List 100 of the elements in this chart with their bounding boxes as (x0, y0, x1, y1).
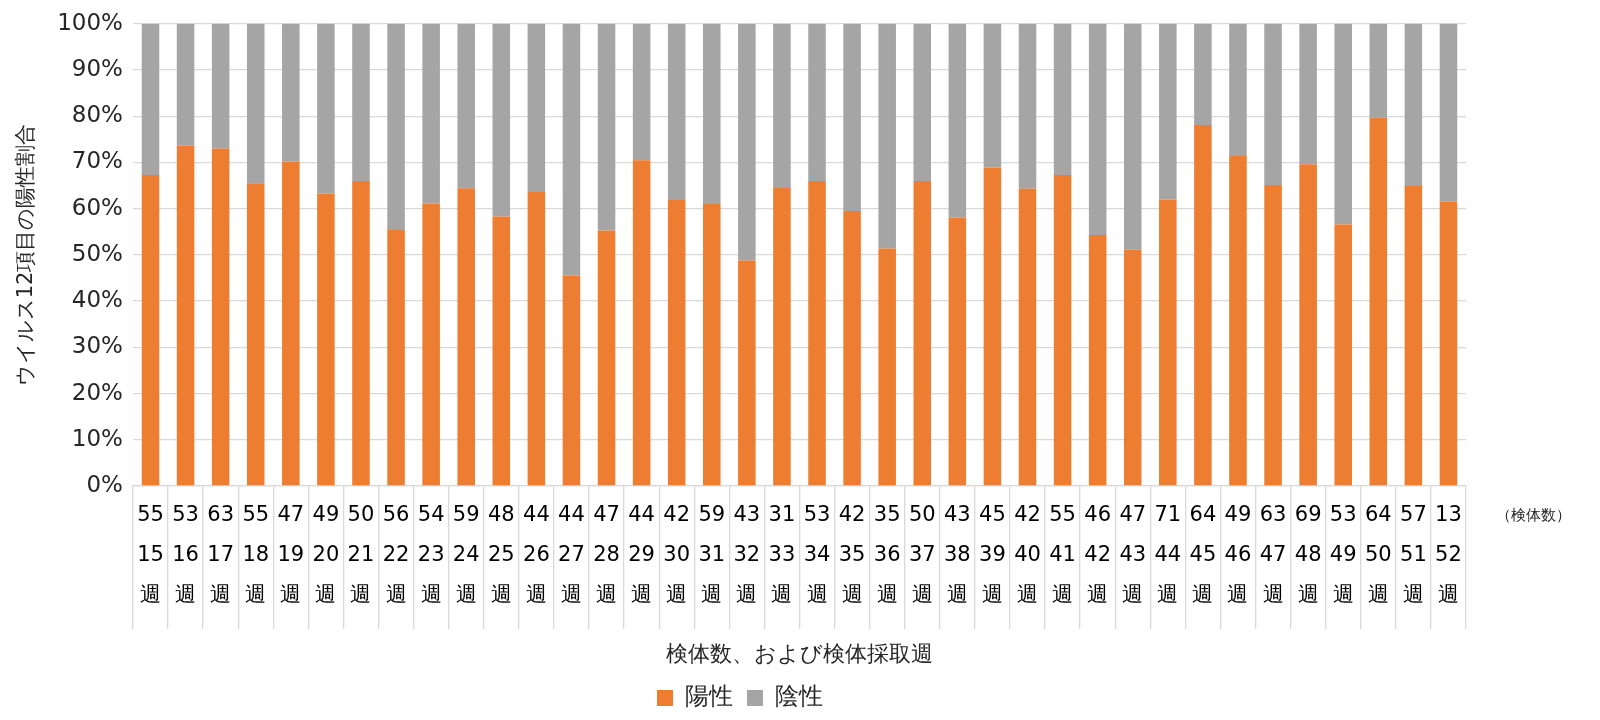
x-tick-label: 55 18 週 (242, 502, 270, 607)
y-tick-label: 70% (71, 147, 123, 174)
bar (387, 23, 405, 230)
bar (808, 23, 826, 181)
bar (492, 23, 511, 217)
bar (1053, 174, 1072, 486)
bar (141, 23, 160, 175)
x-tick-label: 44 29 週 (628, 502, 655, 607)
bar (1018, 23, 1037, 189)
bar (913, 180, 932, 486)
bar (808, 180, 826, 486)
bar (282, 23, 300, 162)
x-tick-label: 44 27 週 (558, 502, 585, 607)
bar (176, 145, 195, 486)
bar (141, 174, 160, 486)
y-tick-label: 40% (71, 286, 123, 313)
bar (1369, 23, 1388, 118)
bar (1229, 155, 1247, 486)
bar (527, 192, 546, 486)
x-tick-label: 53 16 週 (172, 502, 199, 607)
y-axis-title: ウイルス12項目の陽性割合 (13, 123, 38, 387)
text: （検体数） (1495, 505, 1571, 524)
x-tick-label: 42 35 週 (838, 502, 866, 607)
x-tick-label: 50 21 週 (347, 502, 375, 607)
bar (1194, 125, 1212, 486)
bar (352, 180, 370, 486)
bar (913, 23, 932, 181)
x-tick-label: 35 36 週 (873, 502, 901, 607)
x-tick-label: 42 40 週 (1014, 502, 1041, 607)
bar (738, 23, 756, 261)
x-tick-label: 42 30 週 (663, 502, 691, 607)
y-tick-label: 60% (71, 193, 123, 220)
bar (878, 23, 896, 249)
bar (317, 23, 335, 194)
y-tick-label: 10% (71, 424, 123, 451)
bar (667, 23, 686, 200)
x-tick-label: 64 45 週 (1189, 502, 1217, 607)
bar (246, 183, 265, 486)
bar (948, 23, 967, 218)
x-tick-label: 56 22 週 (382, 502, 410, 607)
bar (1334, 224, 1352, 486)
bar (983, 23, 1002, 168)
x-tick-label: 64 50 週 (1364, 502, 1392, 607)
x-tick-label: 46 42 週 (1084, 502, 1112, 607)
x-tick-label: 47 19 週 (277, 502, 305, 607)
x-tick-label: 71 44 週 (1154, 502, 1182, 607)
bar (1194, 23, 1212, 126)
bar (1369, 117, 1388, 486)
bar (1299, 164, 1317, 486)
bar (843, 23, 861, 211)
bar (597, 23, 616, 231)
bar (422, 23, 440, 204)
bar (1334, 23, 1352, 225)
bar (1018, 188, 1037, 486)
bar (1439, 201, 1458, 486)
x-tick-label: 49 46 週 (1224, 502, 1252, 607)
bar (1404, 23, 1423, 187)
x-tick-label: 47 43 週 (1119, 502, 1147, 607)
bar (1404, 186, 1423, 486)
bar (597, 230, 616, 486)
x-tick-label: 63 47 週 (1259, 502, 1287, 607)
bar (983, 167, 1002, 486)
x-tick-label: 57 51 週 (1400, 502, 1427, 607)
x-tick-label: 47 28 週 (593, 502, 620, 607)
bar (457, 23, 475, 189)
bar (1264, 23, 1282, 186)
bar (632, 160, 651, 486)
bar (632, 23, 651, 161)
bar (667, 199, 686, 486)
bar (1088, 235, 1107, 486)
bar (211, 23, 230, 149)
bar (211, 148, 230, 486)
bar (1123, 23, 1142, 250)
x-tick-label: 43 32 週 (733, 502, 761, 607)
x-axis-title: 検体数、および検体採取週 (665, 640, 933, 666)
bar (527, 23, 546, 193)
y-tick-label: 90% (71, 54, 123, 81)
bar (176, 23, 195, 146)
x-tick-label: 50 37 週 (908, 502, 936, 607)
x-tick-label: 55 15 週 (137, 502, 164, 607)
bar (878, 248, 896, 486)
bar (773, 23, 791, 188)
bar (457, 188, 475, 486)
bar (703, 23, 721, 205)
x-tick-label: 53 34 週 (803, 502, 831, 607)
x-tick-label: 54 23 週 (417, 502, 445, 607)
x-tick-label: 48 25 週 (487, 502, 515, 607)
bar (562, 275, 581, 486)
bar (773, 187, 791, 486)
x-tick-label: 13 52 週 (1435, 502, 1462, 607)
bar (738, 260, 756, 486)
bar (1123, 249, 1142, 486)
bar (317, 193, 335, 486)
y-tick-label: 20% (71, 378, 123, 405)
bar (352, 23, 370, 181)
bar (1159, 23, 1177, 200)
legend-label: 陽性 (685, 682, 733, 711)
x-tick-label: 55 41 週 (1049, 502, 1076, 607)
bar (422, 203, 440, 486)
bar (1088, 23, 1107, 236)
